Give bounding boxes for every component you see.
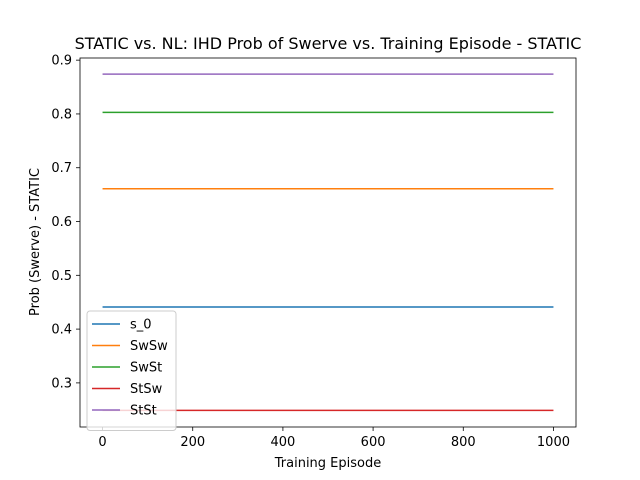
legend-label-swst: SwSt <box>130 361 162 376</box>
legend: s_0 SwSw SwSt StSw StSt <box>86 310 177 431</box>
y-tick-label: 0.4 <box>51 323 72 338</box>
x-tick-label: 600 <box>361 435 386 450</box>
y-tick-label: 0.7 <box>51 161 72 176</box>
chart-title: STATIC vs. NL: IHD Prob of Swerve vs. Tr… <box>75 34 582 53</box>
y-tick-label: 0.5 <box>51 269 72 284</box>
legend-label-s-0: s_0 <box>130 318 152 333</box>
y-tick-label: 0.6 <box>51 215 72 230</box>
series-layer <box>102 73 554 412</box>
legend-label-swsw: SwSw <box>130 339 168 354</box>
plot-frame <box>79 57 577 428</box>
x-tick-label: 1000 <box>537 435 570 450</box>
x-tick-label: 200 <box>180 435 205 450</box>
y-tick-label: 0.3 <box>51 376 72 391</box>
axes-layer: 0 200 400 600 800 1000 0.3 0.4 0.5 0.6 0.7 0.8 0.9 <box>51 54 577 450</box>
y-tick-label: 0.8 <box>51 107 72 122</box>
legend-box <box>86 310 177 431</box>
legend-label-stst: StSt <box>130 404 157 419</box>
y-axis-label: Prob (Swerve) - STATIC <box>28 168 43 316</box>
x-tick-label: 0 <box>98 435 106 450</box>
y-tick-label: 0.9 <box>51 54 72 69</box>
x-tick-label: 400 <box>270 435 295 450</box>
x-axis-label: Training Episode <box>274 456 381 471</box>
legend-label-stsw: StSw <box>130 382 163 397</box>
x-tick-label: 800 <box>451 435 476 450</box>
